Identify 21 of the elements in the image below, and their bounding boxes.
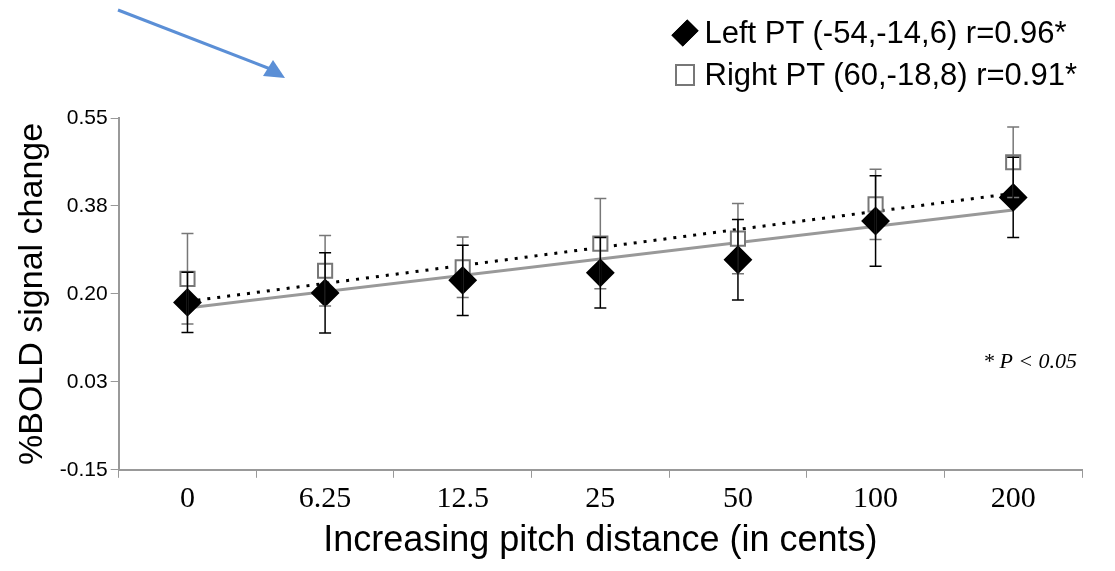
y-axis-title: %BOLD signal change xyxy=(10,122,49,465)
annotation: * P < 0.05 xyxy=(983,348,1077,373)
point xyxy=(448,266,477,295)
x-tick-label: 200 xyxy=(990,479,1036,513)
x-tick-label: 12.5 xyxy=(436,479,489,513)
y-tick-label: 0.38 xyxy=(66,192,108,216)
point xyxy=(861,207,890,236)
x-tick-label: 6.25 xyxy=(298,479,352,513)
y-tick-label: 0.03 xyxy=(66,368,108,392)
legend-label: Right PT (60,-18,8) r=0.91* xyxy=(704,56,1077,94)
x-tick-label: 100 xyxy=(853,479,899,513)
x-tick-label: 50 xyxy=(722,479,753,513)
x-axis-title: Increasing pitch distance (in cents) xyxy=(323,518,878,560)
x-tick-label: 25 xyxy=(585,479,616,513)
y-tick-label: -0.15 xyxy=(59,456,108,480)
y-tick-label: 0.20 xyxy=(66,280,108,304)
x-tick-label: 0 xyxy=(179,479,195,513)
y-tick-label: 0.55 xyxy=(66,104,108,128)
point xyxy=(586,258,615,287)
legend-label: Left PT (-54,-14,6) r=0.96* xyxy=(704,14,1067,52)
point xyxy=(173,288,202,317)
